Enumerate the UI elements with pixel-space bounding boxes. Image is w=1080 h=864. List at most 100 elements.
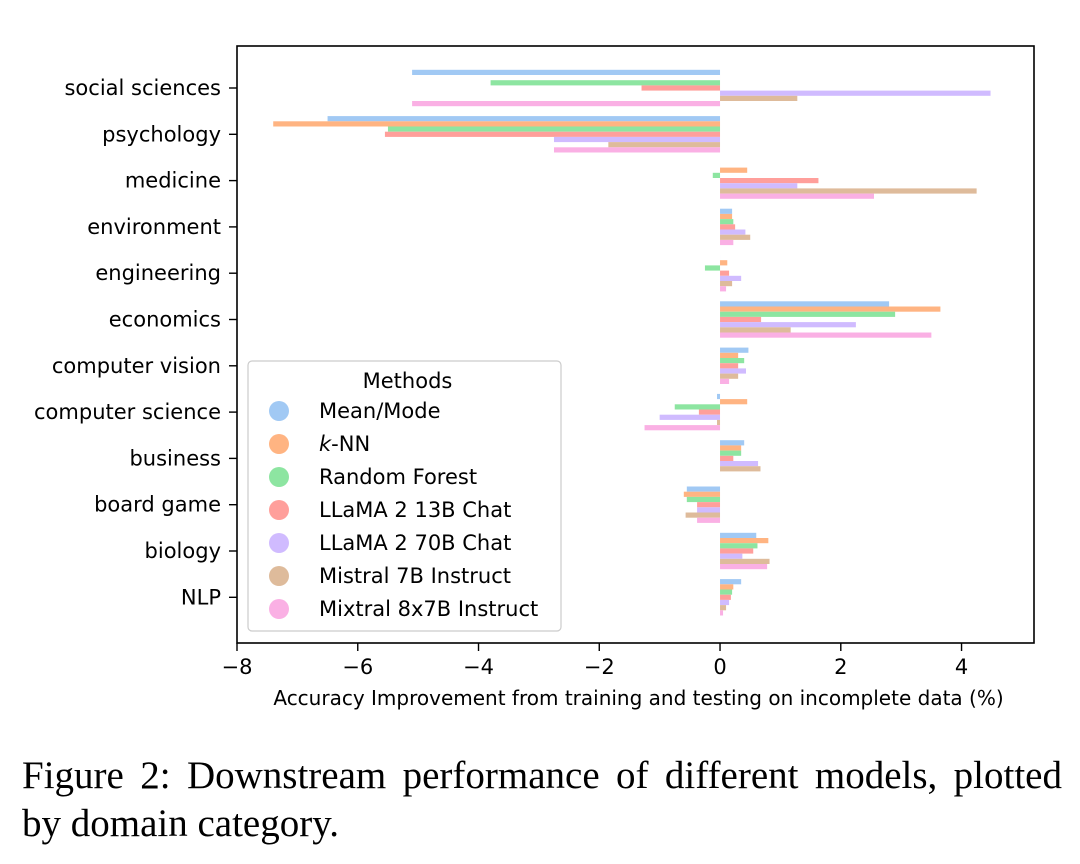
bar [720, 373, 739, 379]
y-tick-label: psychology [102, 122, 221, 146]
bar [720, 183, 798, 189]
x-tick-label: 4 [955, 655, 968, 679]
bar [720, 579, 742, 585]
bar [720, 229, 746, 235]
bar [720, 440, 745, 446]
bar [412, 69, 721, 75]
y-tick-label: computer vision [52, 354, 221, 378]
bar [720, 378, 730, 384]
bar [720, 538, 769, 544]
bar [720, 213, 733, 220]
bar [720, 461, 759, 467]
x-tick-label: −2 [584, 655, 615, 679]
x-axis-label: Accuracy Improvement from training and t… [273, 686, 1003, 710]
bar [720, 286, 727, 292]
bar [720, 445, 742, 451]
bar [490, 80, 721, 86]
bar [717, 393, 721, 400]
bar [720, 532, 757, 538]
legend-items: Mean/Mode k-NN Random Forest LLaMA 2 13B Ch… [269, 399, 538, 621]
bar [720, 564, 768, 570]
bar [720, 352, 739, 358]
x-tick-label: −6 [342, 655, 373, 679]
y-tick-label: medicine [125, 169, 221, 193]
legend-label: Mean/Mode [319, 399, 441, 423]
bar [387, 126, 721, 132]
bar [674, 404, 721, 410]
bar [608, 142, 721, 148]
x-tick-label: −4 [463, 655, 494, 679]
bar [720, 558, 770, 564]
y-tick-label: social sciences [64, 76, 221, 100]
bars-group [273, 69, 991, 616]
bar [720, 301, 890, 307]
bar [720, 219, 734, 225]
legend: Methods Mean/Mode k-NN Random Forest LLaMA … [247, 360, 562, 632]
bar [704, 265, 721, 271]
bar [720, 543, 758, 549]
legend-label: LLaMA 2 13B Chat [319, 498, 511, 522]
bar [720, 548, 754, 554]
bar [553, 147, 721, 153]
y-tick-label: environment [87, 215, 221, 239]
bar [273, 121, 721, 127]
figure-caption: Figure 2: Downstream performance of diff… [22, 754, 1062, 845]
bar-chart: social sciences psychology medicine environ… [34, 45, 1035, 710]
bar [720, 368, 746, 374]
legend-label: Mistral 7B Instruct [319, 564, 511, 588]
bar [644, 425, 721, 431]
legend-title: Methods [363, 369, 453, 393]
bar [720, 455, 734, 461]
bar [720, 167, 748, 173]
legend-marker [269, 566, 289, 586]
y-tick-label: economics [109, 308, 221, 332]
bar [720, 311, 896, 317]
bar [698, 409, 721, 415]
bar [327, 116, 721, 122]
bar [720, 553, 743, 559]
x-tick-label: −8 [222, 655, 253, 679]
legend-marker [269, 434, 289, 454]
bar [720, 95, 798, 101]
y-tick-label: NLP [181, 585, 221, 609]
bar [712, 172, 721, 178]
bar [720, 594, 731, 600]
bar [697, 502, 721, 508]
bar [720, 450, 742, 456]
bar [720, 363, 739, 369]
x-tick-label: 0 [713, 655, 726, 679]
bar [720, 275, 742, 281]
y-tick-label: biology [145, 539, 221, 563]
bar [720, 322, 856, 328]
bar [720, 178, 819, 184]
bar [553, 136, 721, 143]
bar [720, 239, 734, 246]
bar [717, 419, 721, 426]
bar [720, 599, 730, 606]
bar [641, 85, 721, 91]
y-tick-label: board game [94, 493, 221, 517]
bar [659, 414, 721, 420]
bar [720, 188, 977, 194]
bar [720, 193, 874, 199]
bar [720, 584, 734, 590]
bar [412, 101, 721, 107]
x-tick-label: 2 [834, 655, 847, 679]
bar [686, 486, 721, 492]
bar [720, 466, 761, 472]
bar [697, 507, 721, 513]
bar [720, 270, 730, 276]
bar [686, 496, 721, 503]
bar [697, 517, 721, 523]
x-ticks: −8 −6 −4 −2 0 2 4 [222, 643, 968, 679]
legend-marker [269, 500, 289, 520]
bar [720, 327, 791, 333]
legend-label: LLaMA 2 70B Chat [319, 531, 511, 555]
bar [683, 491, 721, 497]
bar [720, 399, 748, 405]
bar [720, 234, 751, 240]
y-tick-label: computer science [34, 400, 221, 424]
y-tick-label: engineering [95, 261, 221, 285]
legend-marker [269, 467, 289, 487]
legend-marker [269, 533, 289, 553]
